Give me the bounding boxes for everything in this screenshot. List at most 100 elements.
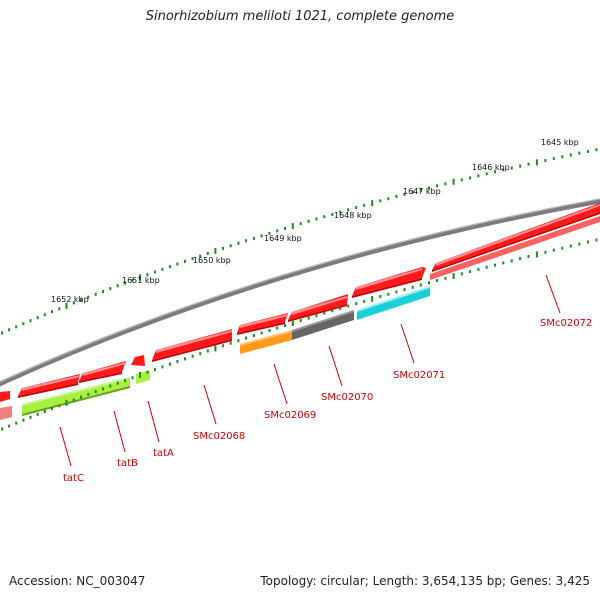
outer-ring-minor-tick — [527, 162, 530, 166]
outer-ring-minor-tick — [411, 190, 414, 194]
outer-ring-minor-tick — [229, 244, 232, 248]
inner-ring-major-tick — [65, 399, 68, 406]
inner-ring-minor-tick — [339, 306, 342, 310]
inner-ring-minor-tick — [527, 255, 530, 258]
scale-ring — [1, 148, 598, 335]
outer-ring-major-tick — [452, 178, 455, 185]
inner-ring-minor-tick — [578, 242, 581, 246]
inner-ring-minor-tick — [284, 324, 286, 327]
inner-ring-minor-tick — [199, 352, 202, 356]
tick-label-1651: 1651 kbp — [122, 276, 160, 285]
outer-ring-minor-tick — [561, 155, 564, 159]
inner-ring-minor-tick — [595, 238, 598, 242]
inner-ring-minor-tick — [176, 360, 179, 363]
tick-label-1652: 1652 kbp — [51, 295, 89, 304]
inner-ring-minor-tick — [403, 288, 406, 292]
outer-ring-minor-tick — [245, 239, 248, 243]
tick-label-1645: 1645 kbp — [541, 138, 579, 147]
outer-ring-minor-tick — [494, 170, 496, 174]
inner-ring-minor-tick — [363, 299, 366, 303]
inner-ring-minor-tick — [22, 418, 25, 422]
gene-SMc02071-cyan[interactable] — [357, 286, 430, 320]
inner-ring-minor-tick — [58, 404, 61, 408]
outer-ring-major-tick — [65, 302, 68, 309]
outer-ring-minor-tick — [339, 210, 342, 214]
inner-ring-minor-tick — [411, 285, 414, 289]
inner-ring-minor-tick — [102, 387, 104, 391]
inner-ring-major-tick — [214, 345, 217, 352]
gene-partial-left[interactable] — [0, 391, 10, 402]
inner-ring-minor-tick — [428, 281, 430, 285]
inner-ring-major-tick — [452, 273, 455, 279]
inner-ring-minor-tick — [569, 244, 572, 248]
outer-ring-minor-tick — [387, 197, 390, 201]
outer-ring-minor-tick — [206, 252, 209, 255]
gene-label-SMc02071: SMc02071 — [393, 370, 445, 381]
outer-ring-minor-tick — [347, 208, 350, 212]
inner-ring-minor-tick — [544, 250, 547, 254]
outer-ring-major-tick — [371, 200, 374, 207]
inner-ring-minor-tick — [191, 354, 194, 358]
inner-ring-minor-tick — [1, 427, 4, 431]
inner-ring-major-tick — [535, 251, 538, 258]
inner-ring-minor-tick — [252, 334, 255, 337]
outer-ring-minor-tick — [116, 284, 119, 288]
gene-SMc02070-gray[interactable] — [292, 310, 354, 340]
inner-ring-minor-tick — [245, 336, 248, 340]
reverse-gene-shading — [22, 286, 430, 416]
tick-label-1647: 1647 kbp — [403, 187, 441, 196]
inner-ring-minor-tick — [510, 259, 513, 263]
label-leaders — [59, 274, 561, 467]
outer-ring-minor-tick — [237, 241, 240, 245]
inner-ring-minor-tick — [43, 410, 46, 413]
outer-ring-major-tick — [535, 159, 538, 166]
inner-ring-minor-tick — [8, 424, 11, 428]
outer-ring-minor-tick — [222, 246, 225, 250]
inner-ring-minor-tick — [469, 270, 472, 274]
inner-ring-minor-tick — [315, 314, 318, 318]
inner-ring-minor-tick — [494, 263, 496, 267]
gene-SMc02069-orange[interactable] — [240, 330, 292, 354]
outer-ring-minor-tick — [184, 259, 186, 263]
gene-label-SMc02070: SMc02070 — [321, 392, 373, 403]
outer-ring-minor-tick — [323, 215, 326, 219]
inner-ring-minor-tick — [80, 395, 82, 399]
genome-summary-text: Topology: circular; Length: 3,654,135 bp… — [260, 574, 590, 588]
inner-ring-major-tick — [291, 320, 294, 326]
outer-ring-minor-tick — [544, 159, 547, 162]
outer-ring-minor-tick — [586, 150, 589, 153]
outer-ring-minor-tick — [94, 292, 97, 296]
gene-partial-left-pink[interactable] — [0, 406, 12, 420]
inner-ring-minor-tick — [387, 292, 390, 296]
outer-ring-minor-tick — [485, 172, 488, 176]
outer-ring-minor-tick — [436, 184, 439, 188]
outer-ring-minor-tick — [29, 319, 32, 323]
gene-tatA-fwd[interactable] — [131, 355, 145, 366]
outer-ring-minor-tick — [72, 301, 75, 305]
gene-label-tatB: tatB — [117, 458, 138, 469]
inner-ring-minor-tick — [561, 246, 564, 250]
accession-text: Accession: NC_003047 — [9, 574, 146, 588]
gene-tatC-lime[interactable] — [22, 377, 130, 416]
outer-ring-minor-tick — [502, 168, 505, 172]
reverse-genes — [0, 216, 600, 420]
inner-ring-minor-tick — [229, 341, 232, 345]
outer-ring-minor-tick — [153, 270, 156, 274]
inner-ring-minor-tick — [355, 302, 358, 306]
outer-ring-minor-tick — [168, 265, 171, 269]
gene-label-tatA: tatA — [153, 448, 174, 459]
outer-ring-minor-tick — [284, 227, 286, 230]
inner-ring-major-tick — [371, 295, 374, 302]
tick-label-1646: 1646 kbp — [472, 163, 510, 172]
inner-ring-minor-tick — [153, 368, 156, 372]
inner-ring-minor-tick — [419, 283, 422, 287]
inner-ring-minor-tick — [586, 240, 589, 244]
outer-ring-minor-tick — [444, 182, 447, 186]
outer-ring-major-tick — [291, 223, 294, 230]
tick-label-1650: 1650 kbp — [193, 256, 231, 265]
inner-ring-minor-tick — [485, 265, 488, 269]
inner-ring-minor-tick — [299, 319, 302, 323]
inner-ring-minor-tick — [347, 304, 350, 308]
outer-ring-minor-tick — [403, 192, 406, 196]
